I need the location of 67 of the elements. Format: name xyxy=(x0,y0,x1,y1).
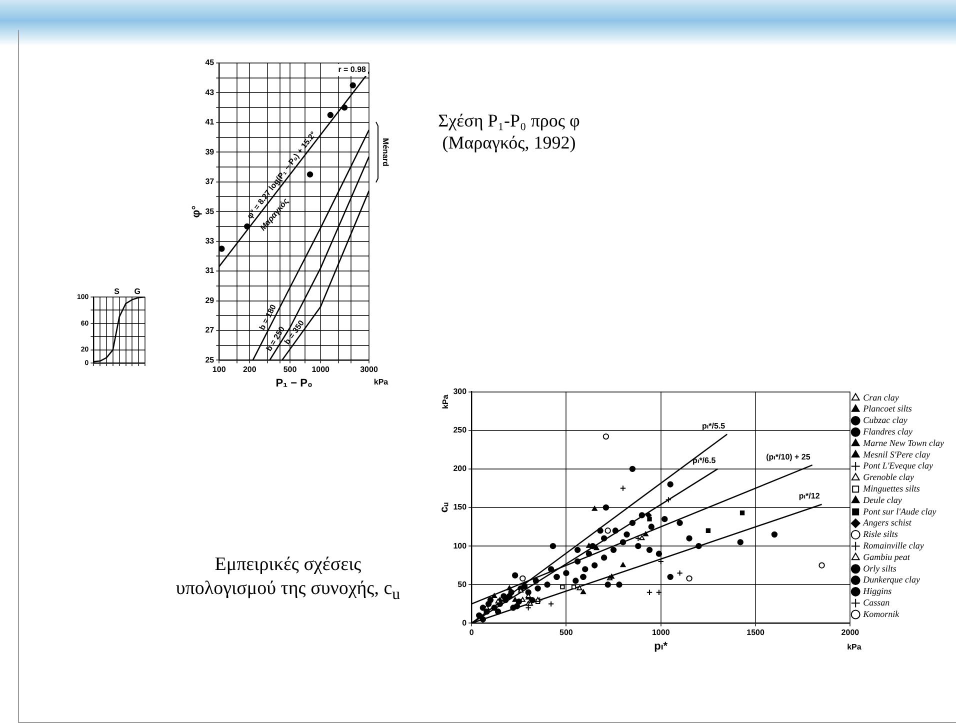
legend-label: Mesnil S'Pere clay xyxy=(862,449,930,460)
y-tick-label: 200 xyxy=(453,464,468,474)
y-tick-label: 39 xyxy=(205,147,215,156)
x-tick-label: 100 xyxy=(212,365,226,374)
legend-label: Higgins xyxy=(862,586,892,596)
annotation: r = 0.98 xyxy=(338,65,367,74)
legend-label: Orly silts xyxy=(863,563,897,574)
text: kPa xyxy=(374,377,389,386)
x-tick-label: 500 xyxy=(283,365,298,374)
y-tick-label: 31 xyxy=(205,266,215,276)
x-tick-label: 3000 xyxy=(360,365,378,374)
text: b = 180 xyxy=(257,302,278,332)
text: kPa xyxy=(440,394,450,409)
legend-label: Cubzac clay xyxy=(863,415,908,426)
x-tick-label: 0 xyxy=(469,628,474,638)
y-tick-label: 35 xyxy=(205,206,215,216)
x-axis-title: pₗ* xyxy=(654,640,668,652)
legend-label: Gambiu peat xyxy=(863,552,910,562)
y-tick-label: 150 xyxy=(453,502,468,512)
y-tick-label: 45 xyxy=(205,58,215,68)
y-tick-label: 250 xyxy=(453,426,468,435)
legend-label: Cassan xyxy=(863,597,890,608)
y-tick-label: 300 xyxy=(453,387,468,396)
x-tick-label: 200 xyxy=(242,365,257,374)
series-label: pₗ*/12 xyxy=(798,492,820,501)
series-label: (pₗ*/10) + 25 xyxy=(766,452,811,462)
legend-label: Komornik xyxy=(862,608,900,619)
y-axis-title: cᵤ xyxy=(438,502,451,513)
y-tick-label: 41 xyxy=(205,118,215,127)
x-tick-label: 500 xyxy=(560,628,574,638)
legend-label: Grenoble clay xyxy=(863,472,914,482)
legend-label: Minguettes silts xyxy=(862,483,920,494)
y-tick-label: 27 xyxy=(205,326,215,335)
x-tick-label: 1500 xyxy=(746,628,765,638)
series-label: pₗ*/5.5 xyxy=(702,421,726,430)
y-tick-label: 29 xyxy=(205,296,215,305)
text: Εμπειρικές σχέσεις υπολογισμού της συνοχής, c$_{u}$ xyxy=(174,553,402,604)
x-tick-label: 1000 xyxy=(652,628,670,638)
x-tick-label: 2000 xyxy=(841,628,860,638)
text: Ménard xyxy=(380,138,390,166)
y-tick-label: 25 xyxy=(205,355,215,364)
legend-label: Romainville clay xyxy=(862,540,924,550)
text: Σχέση P₁-P₀ προς φ (Μαραγκός, 1992) xyxy=(438,110,580,152)
text: b = 350 xyxy=(282,318,306,346)
legend-label: Flandres clay xyxy=(862,426,912,436)
x-tick-label: 1000 xyxy=(312,365,330,374)
legend-label: Marne New Town clay xyxy=(862,438,944,448)
y-tick-label: 0 xyxy=(462,618,468,628)
series-label: pₗ*/6.5 xyxy=(692,456,716,466)
y-tick-label: 43 xyxy=(205,88,215,97)
y-axis-title: φ° xyxy=(190,205,203,218)
text: S xyxy=(114,287,120,296)
y-tick-label: 37 xyxy=(205,177,215,186)
legend-label: Pont L'Eveque clay xyxy=(862,460,933,471)
text: kPa xyxy=(847,642,862,652)
legend-label: Angers schist xyxy=(862,518,912,528)
legend-label: Cran clay xyxy=(863,392,899,402)
x-axis-title: P₁ − P₀ xyxy=(276,377,312,390)
legend-label: Plancoet silts xyxy=(862,404,912,414)
legend-label: Deule clay xyxy=(862,494,902,505)
y-tick-label: 50 xyxy=(458,580,468,589)
y-tick-label: 33 xyxy=(205,236,215,246)
legend-label: Pont sur l'Aude clay xyxy=(862,506,936,516)
text: G xyxy=(134,287,140,296)
legend-label: Risle silts xyxy=(862,529,898,540)
legend-label: Dunkerque clay xyxy=(862,574,920,585)
y-tick-label: 100 xyxy=(453,541,468,550)
